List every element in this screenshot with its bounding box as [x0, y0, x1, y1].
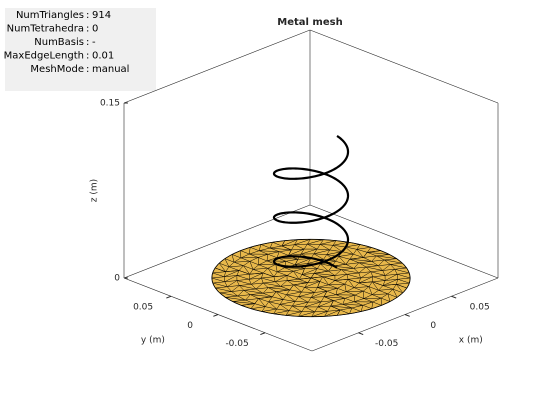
z-axis-label: z (m): [90, 179, 100, 202]
info-value: -: [92, 37, 96, 48]
info-value: manual: [92, 64, 129, 75]
info-separator: :: [86, 64, 89, 75]
metal-mesh: [211, 238, 411, 318]
y-tick: [260, 332, 266, 336]
info-panel: [5, 8, 156, 91]
info-value: 0: [92, 24, 98, 35]
info-key: NumTriangles: [16, 10, 84, 21]
info-value: 0.01: [92, 51, 114, 62]
axis-box-edge: [309, 29, 499, 104]
info-rows: NumTriangles:914NumTetrahedra:0NumBasis:…: [4, 10, 130, 75]
x-tick-label: 0.05: [470, 303, 490, 313]
helix: [272, 135, 350, 269]
info-key: NumTetrahedra: [7, 24, 84, 35]
info-key: MaxEdgeLength: [4, 51, 84, 62]
axis-box-edge: [123, 29, 311, 104]
y-tick: [213, 314, 219, 317]
x-axis-label: x (m): [459, 336, 483, 346]
x-tick: [358, 332, 364, 336]
y-tick-label: 0.05: [133, 303, 153, 313]
info-key: NumBasis: [34, 37, 84, 48]
info-separator: :: [86, 37, 89, 48]
x-tick: [451, 295, 457, 299]
x-tick-label: -0.05: [375, 339, 398, 349]
axis-box-edge: [309, 204, 499, 279]
chart-title: Metal mesh: [277, 17, 342, 28]
info-separator: :: [86, 51, 89, 62]
info-key: MeshMode: [30, 64, 84, 75]
z-tick-label: 0.15: [100, 99, 120, 109]
info-separator: :: [86, 24, 89, 35]
info-value: 914: [92, 10, 111, 21]
z-tick-label: 0: [114, 274, 120, 284]
axes: -0.05 0 0.05 -0.05 0 0.05 0 0.15 x (m) y (m) z (m): [90, 29, 499, 352]
axis-box-edge: [123, 204, 311, 279]
info-separator: :: [86, 10, 89, 21]
x-tick-label: 0: [430, 321, 436, 331]
y-tick-label: -0.05: [225, 339, 248, 349]
y-tick-label: 0: [187, 321, 193, 331]
y-tick: [166, 295, 172, 299]
mesh-edges: [211, 239, 411, 317]
y-axis-label: y (m): [141, 336, 165, 346]
x-tick: [404, 314, 410, 317]
